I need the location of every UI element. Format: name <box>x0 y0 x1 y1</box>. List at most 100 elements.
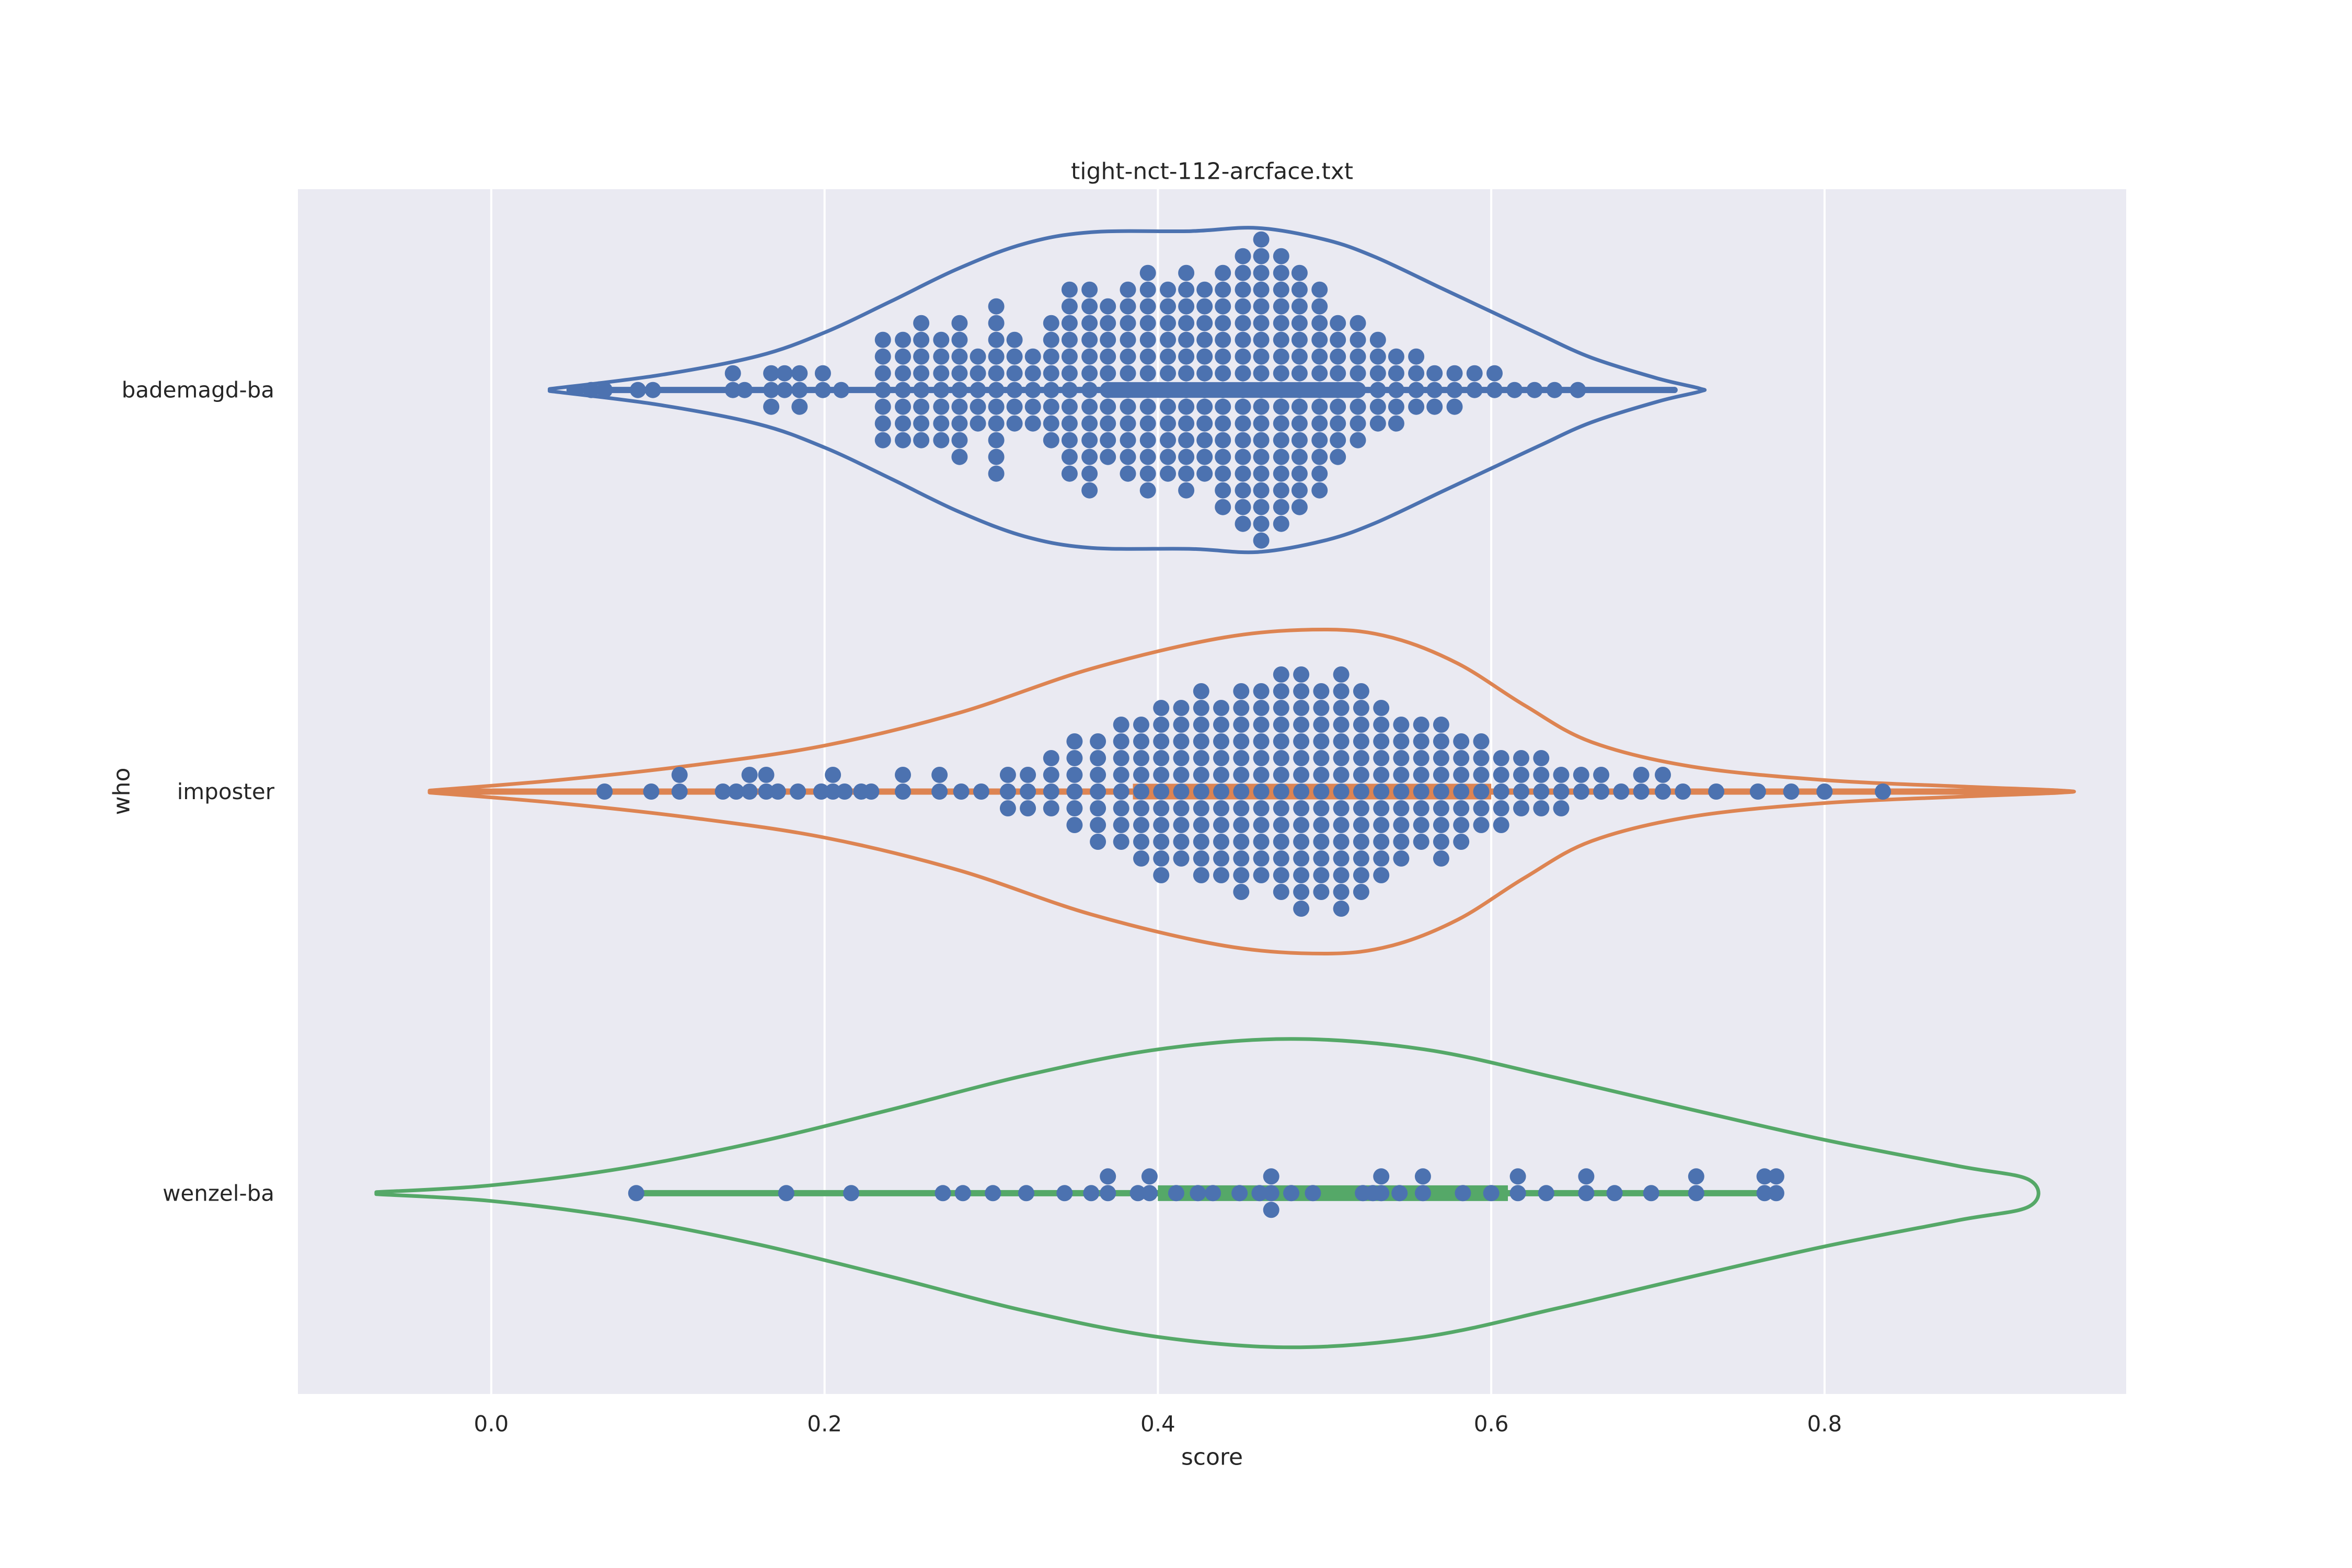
data-point <box>1253 800 1270 816</box>
data-point <box>1160 315 1176 331</box>
data-point <box>728 783 745 800</box>
data-point <box>1018 1185 1034 1202</box>
data-point <box>1486 365 1503 382</box>
data-point <box>1291 415 1308 432</box>
data-point <box>1113 717 1129 733</box>
data-point <box>1313 783 1330 800</box>
data-point <box>1353 884 1369 900</box>
data-point <box>970 398 986 415</box>
data-point <box>1160 331 1176 348</box>
data-point <box>1235 365 1251 382</box>
data-point <box>843 1185 860 1202</box>
data-point <box>1313 800 1330 816</box>
data-point <box>1253 850 1270 867</box>
data-point <box>1213 717 1229 733</box>
data-point <box>1593 783 1610 800</box>
x-tick-label-0.4: 0.4 <box>1140 1411 1175 1437</box>
data-point <box>1235 248 1251 264</box>
data-point <box>1483 1185 1500 1202</box>
data-point <box>1313 834 1330 850</box>
data-point <box>1141 1185 1158 1202</box>
data-point <box>1081 448 1098 465</box>
data-point <box>758 783 775 800</box>
data-point <box>1546 382 1563 398</box>
violin-outline-wenzel-ba <box>374 1037 2040 1350</box>
violin-outline-bademagd-ba <box>547 226 1707 555</box>
data-point <box>1393 767 1410 783</box>
data-point <box>1413 750 1429 766</box>
data-point <box>1173 767 1190 783</box>
data-point <box>1273 264 1289 281</box>
data-point <box>1153 717 1170 733</box>
data-point <box>970 365 986 382</box>
data-point <box>1215 482 1231 499</box>
data-point <box>1353 783 1369 800</box>
data-point <box>1066 733 1083 750</box>
data-point <box>1193 750 1209 766</box>
data-point <box>1373 1168 1390 1185</box>
data-point <box>1388 365 1404 382</box>
data-point <box>1178 415 1195 432</box>
data-point <box>1330 448 1346 465</box>
data-point <box>1493 750 1509 766</box>
data-point <box>1006 348 1023 365</box>
data-point <box>825 783 841 800</box>
data-point <box>1043 800 1059 816</box>
data-point <box>1006 331 1023 348</box>
data-point <box>985 1185 1001 1202</box>
data-point <box>1100 1185 1116 1202</box>
data-point <box>1573 767 1589 783</box>
data-point <box>1133 783 1149 800</box>
data-point <box>895 432 911 448</box>
data-point <box>988 432 1005 448</box>
data-point <box>1113 800 1129 816</box>
data-point <box>1120 448 1136 465</box>
data-point <box>1413 817 1429 833</box>
data-point <box>1466 382 1483 398</box>
data-point <box>1453 767 1470 783</box>
data-point <box>1273 331 1289 348</box>
data-point <box>1353 750 1369 766</box>
data-point <box>1090 834 1106 850</box>
data-point <box>874 331 891 348</box>
data-point <box>1193 717 1209 733</box>
data-point <box>988 465 1005 482</box>
data-point <box>1373 834 1390 850</box>
data-point <box>1215 448 1231 465</box>
data-point <box>1373 733 1390 750</box>
data-point <box>1433 850 1449 867</box>
data-point <box>1413 767 1429 783</box>
data-point <box>1193 783 1209 800</box>
data-point <box>1688 1168 1704 1185</box>
data-point <box>1293 884 1310 900</box>
data-point <box>999 767 1016 783</box>
data-point <box>1196 281 1213 298</box>
data-point <box>1311 365 1328 382</box>
data-point <box>1120 298 1136 315</box>
swarm-points-wenzel-ba <box>628 1168 1784 1218</box>
data-point <box>1388 415 1404 432</box>
data-point <box>1235 298 1251 315</box>
data-point <box>1100 382 1116 398</box>
data-point <box>1875 783 1891 800</box>
data-point <box>763 398 780 415</box>
data-point <box>814 382 831 398</box>
data-point <box>1538 1185 1554 1202</box>
data-point <box>1473 817 1490 833</box>
data-point <box>1253 532 1270 549</box>
data-point <box>1373 783 1390 800</box>
data-point <box>1139 448 1156 465</box>
data-point <box>1024 365 1041 382</box>
x-tick-label-0.8: 0.8 <box>1807 1411 1842 1437</box>
data-point <box>1081 298 1098 315</box>
data-point <box>1083 1185 1100 1202</box>
data-point <box>1369 331 1386 348</box>
data-point <box>1333 750 1350 766</box>
data-point <box>1100 415 1116 432</box>
data-point <box>1311 331 1328 348</box>
data-point <box>1253 767 1270 783</box>
data-point <box>1273 382 1289 398</box>
data-point <box>1139 298 1156 315</box>
data-point <box>1043 783 1059 800</box>
data-point <box>790 783 806 800</box>
